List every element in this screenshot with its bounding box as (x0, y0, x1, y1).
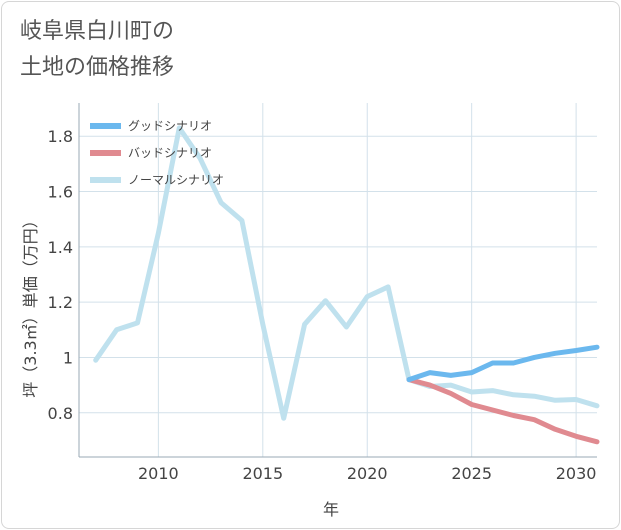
chart-title-line-2: 土地の価格推移 (20, 55, 175, 80)
y-axis-title: 坪（3.3㎡）単価（万円） (21, 212, 40, 397)
chart-title-line-1: 岐阜県白川町の (20, 19, 175, 44)
chart-title: 岐阜県白川町の 土地の価格推移 (20, 14, 174, 86)
y-tick-label: 1.8 (48, 127, 73, 146)
y-tick-label: 1.2 (48, 293, 73, 312)
plot-frame (78, 103, 597, 458)
legend-label: バッドシナリオ (128, 146, 212, 160)
axis-ticks: 2010 2015 2020 2025 2030 0.8 1 1.2 1.4 1.6 1.8 (48, 127, 597, 483)
y-tick-label: 0.8 (48, 404, 73, 423)
x-tick-label: 2020 (347, 464, 388, 483)
series-line-2 (406, 377, 600, 445)
grid-lines (79, 103, 597, 457)
y-tick-label: 1 (63, 348, 73, 367)
series-layer (93, 125, 600, 445)
series-line-3 (93, 125, 600, 421)
x-tick-label: 2015 (242, 464, 283, 483)
y-tick-label: 1.6 (48, 183, 73, 202)
x-axis-title: 年 (323, 500, 339, 519)
legend-label: グッドシナリオ (128, 119, 212, 133)
legend-label: ノーマルシナリオ (128, 173, 224, 187)
series-line-1 (406, 344, 600, 383)
y-tick-label: 1.4 (48, 238, 73, 257)
x-tick-label: 2030 (556, 464, 597, 483)
x-tick-label: 2025 (451, 464, 492, 483)
x-tick-label: 2010 (138, 464, 179, 483)
